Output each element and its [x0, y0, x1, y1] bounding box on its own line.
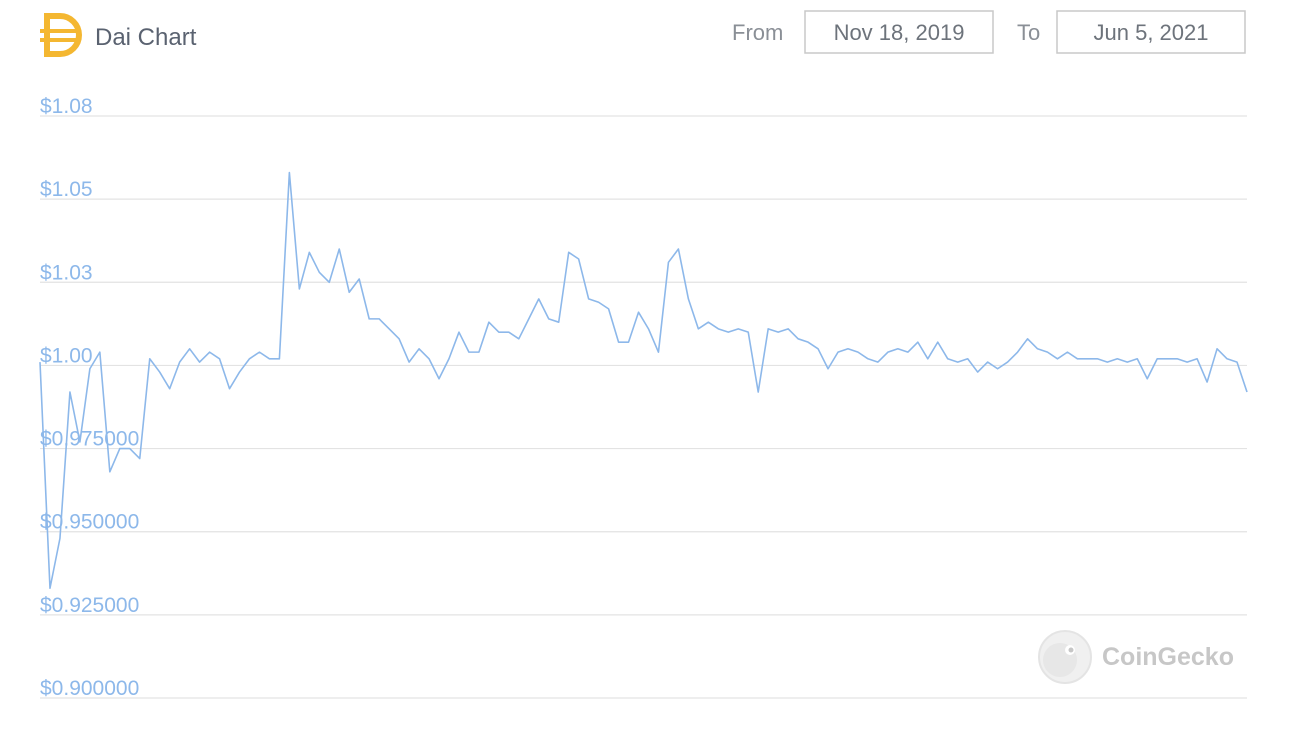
dai-logo: [40, 13, 82, 57]
to-label: To: [1017, 20, 1040, 45]
from-date[interactable]: Nov 18, 2019: [834, 20, 965, 45]
from-date-input[interactable]: [804, 10, 994, 54]
grid: $1.08 $1.05 $1.03 $1.00 $0.975000 $0.950000 $0…: [40, 95, 1247, 700]
from-label: From: [732, 20, 783, 45]
y-tick-label: $1.03: [40, 261, 93, 284]
y-tick-label: $0.975000: [40, 428, 139, 451]
plot: [39, 171, 1248, 590]
y-tick-label: $1.00: [40, 344, 93, 367]
chart-title: Dai Chart: [95, 24, 197, 51]
to-date-input[interactable]: [1056, 10, 1246, 54]
y-tick-label: $0.925000: [40, 594, 139, 617]
y-tick-label: $1.05: [40, 178, 93, 201]
to-date[interactable]: Jun 5, 2021: [1094, 20, 1209, 45]
y-tick-label: $0.950000: [40, 511, 139, 534]
watermark: CoinGecko: [1038, 630, 1234, 684]
y-tick-label: $1.08: [40, 95, 93, 118]
watermark-text: CoinGecko: [1102, 643, 1234, 671]
price-line: [39, 171, 1248, 590]
y-tick-label: $0.900000: [40, 677, 139, 700]
